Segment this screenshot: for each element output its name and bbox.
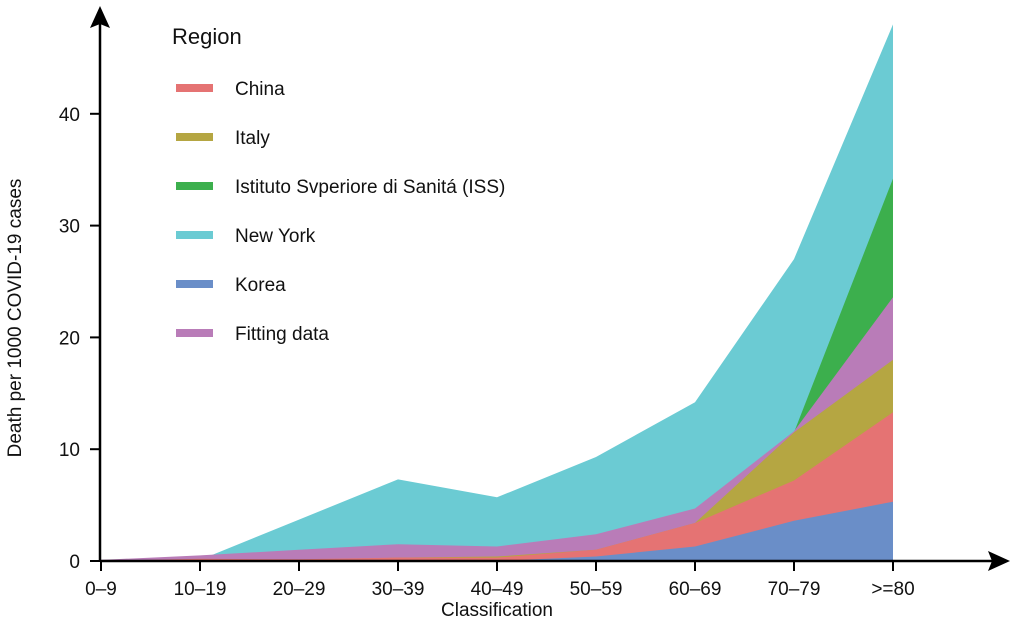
legend-label-korea: Korea <box>235 275 286 296</box>
y-tick-label: 40 <box>59 105 80 126</box>
legend: Region China Italy Istituto Svperiore di S… <box>172 24 505 345</box>
x-axis-arrow <box>988 551 1010 571</box>
y-axis-label: Death per 1000 COVID-19 cases <box>5 179 26 458</box>
x-tick-label: 30–39 <box>372 579 425 600</box>
y-tick-label: 20 <box>59 328 80 349</box>
x-tick-label: >=80 <box>871 579 914 600</box>
y-tick-label: 0 <box>69 552 80 573</box>
x-ticks: 0–9 10–19 20–29 30–39 40–49 50–59 60–69 70–79 >=… <box>85 561 915 600</box>
area-layers <box>101 24 893 561</box>
legend-title: Region <box>172 24 242 49</box>
y-ticks: 0 10 20 30 40 <box>59 105 100 573</box>
legend-label-china: China <box>235 79 285 100</box>
x-tick-label: 10–19 <box>174 579 227 600</box>
x-tick-label: 70–79 <box>768 579 821 600</box>
area-korea <box>101 501 893 561</box>
legend-label-italy: Italy <box>235 128 270 149</box>
legend-label-istituto-svperiore-di-sanit-iss: Istituto Svperiore di Sanitá (ISS) <box>235 177 505 198</box>
x-axis-label: Classification <box>441 600 553 621</box>
area-china <box>101 412 893 561</box>
y-axis-arrow <box>90 6 110 28</box>
legend-label-new-york: New York <box>235 226 316 247</box>
x-tick-label: 0–9 <box>85 579 117 600</box>
x-tick-label: 20–29 <box>273 579 326 600</box>
legend-label-fitting-data: Fitting data <box>235 324 329 345</box>
y-tick-label: 30 <box>59 217 80 238</box>
x-tick-label: 60–69 <box>669 579 722 600</box>
y-tick-label: 10 <box>59 440 80 461</box>
area-new-york <box>101 24 893 561</box>
x-tick-label: 50–59 <box>570 579 623 600</box>
x-tick-label: 40–49 <box>471 579 524 600</box>
